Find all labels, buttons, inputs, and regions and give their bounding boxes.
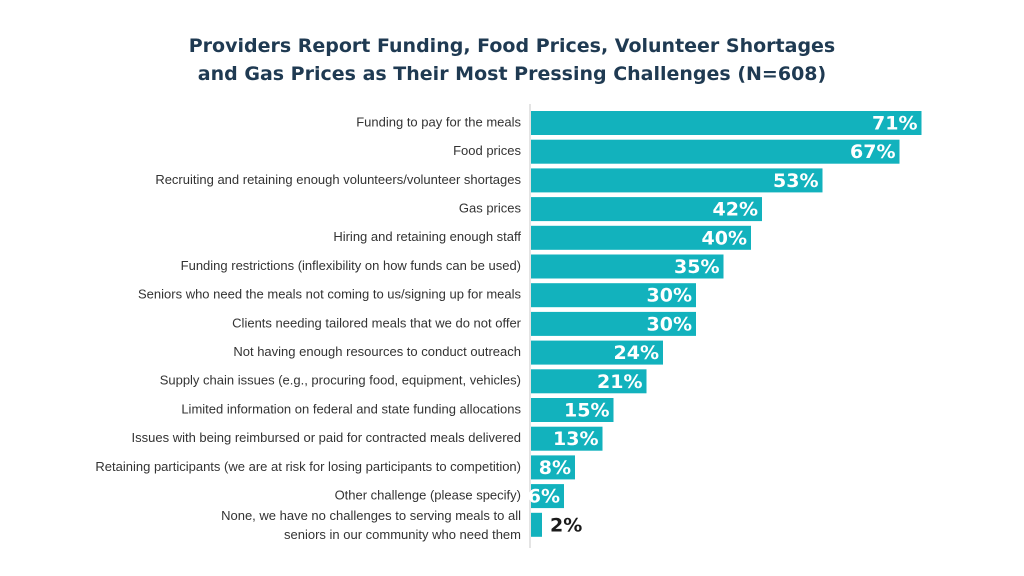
bar-14 (531, 484, 564, 509)
category-label-6: Funding restrictions (inflexibility on h… (181, 258, 521, 273)
bar-6 (531, 254, 724, 279)
category-label-line: None, we have no challenges to serving m… (221, 508, 521, 523)
category-label-line: seniors in our community who need them (284, 527, 521, 542)
bar-4 (531, 197, 762, 222)
value-label-15: 2% (550, 514, 582, 536)
value-label-3: 53% (773, 170, 818, 192)
value-label-9: 24% (614, 342, 659, 364)
bar-1 (531, 111, 922, 135)
category-label-1: Funding to pay for the meals (356, 114, 521, 129)
value-label-10: 21% (597, 371, 642, 393)
bar-13 (531, 455, 575, 480)
category-label-11: Limited information on federal and state… (181, 401, 521, 416)
bar-2 (531, 139, 900, 164)
category-label-14: Other challenge (please specify) (335, 488, 521, 503)
value-label-14: 6% (528, 486, 560, 508)
bar-9 (531, 340, 663, 365)
value-label-11: 15% (564, 400, 609, 422)
value-label-7: 30% (647, 285, 692, 307)
category-label-4: Gas prices (459, 201, 522, 216)
category-label-8: Clients needing tailored meals that we d… (232, 315, 521, 330)
bar-7 (531, 283, 696, 308)
bar-15 (531, 512, 542, 537)
value-label-6: 35% (674, 256, 719, 278)
category-label-7: Seniors who need the meals not coming to… (138, 287, 521, 302)
chart-title: Providers Report Funding, Food Prices, V… (0, 32, 1024, 88)
category-label-13: Retaining participants (we are at risk f… (95, 459, 521, 474)
value-label-4: 42% (713, 199, 758, 221)
bar-8 (531, 311, 696, 336)
value-label-13: 8% (539, 457, 571, 479)
category-label-12: Issues with being reimbursed or paid for… (132, 430, 521, 445)
category-label-10: Supply chain issues (e.g., procuring foo… (160, 373, 521, 388)
value-label-12: 13% (553, 428, 598, 450)
category-label-9: Not having enough resources to conduct o… (233, 344, 521, 359)
bar-12 (531, 426, 603, 451)
value-label-2: 67% (850, 141, 895, 163)
value-label-8: 30% (647, 313, 692, 335)
category-label-5: Hiring and retaining enough staff (333, 229, 521, 244)
bar-11 (531, 398, 614, 422)
bar-3 (531, 168, 823, 193)
bar-10 (531, 369, 647, 394)
chart-title-line-2: and Gas Prices as Their Most Pressing Ch… (197, 63, 827, 85)
value-label-1: 71% (872, 113, 917, 135)
category-label-2: Food prices (453, 143, 521, 158)
chart-title-line-1: Providers Report Funding, Food Prices, V… (188, 35, 836, 57)
bar-5 (531, 225, 751, 250)
category-label-3: Recruiting and retaining enough voluntee… (155, 172, 521, 187)
value-label-5: 40% (702, 227, 747, 249)
category-label-15: None, we have no challenges to serving m… (221, 508, 521, 542)
